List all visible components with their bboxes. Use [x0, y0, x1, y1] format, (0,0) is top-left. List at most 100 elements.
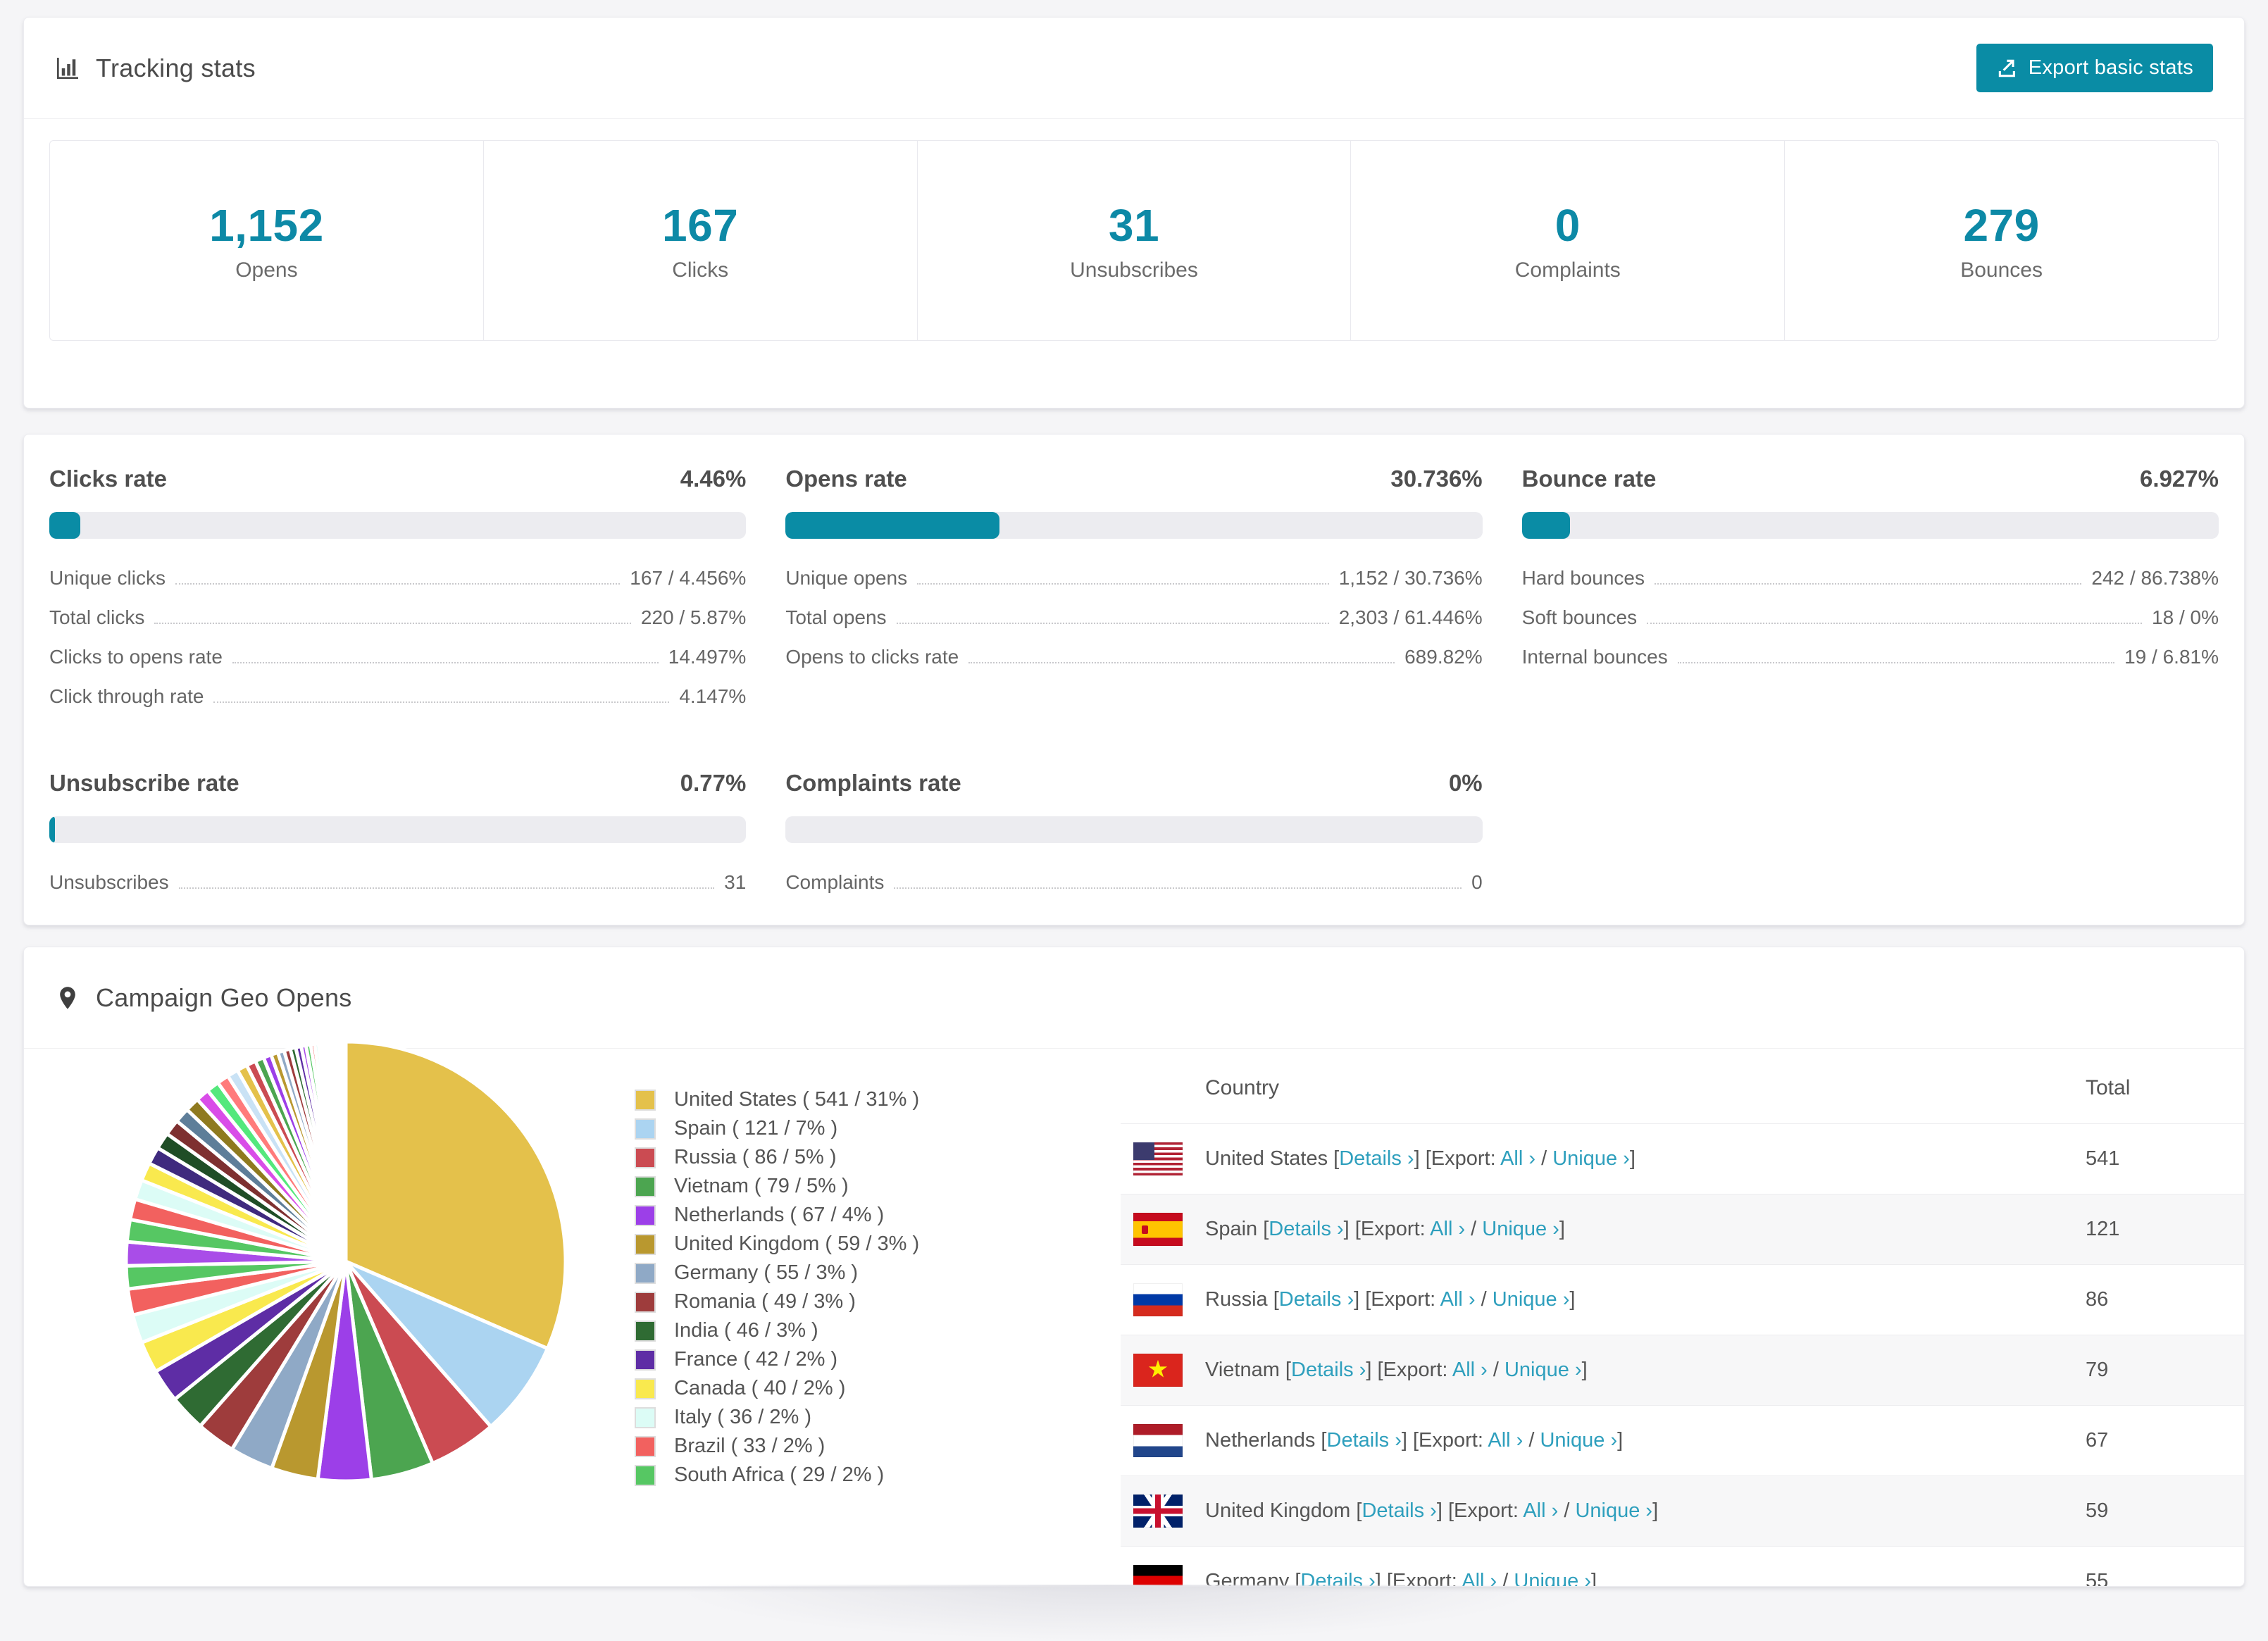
- export-unique-link[interactable]: Unique ›: [1482, 1218, 1559, 1240]
- export-unique-link[interactable]: Unique ›: [1504, 1359, 1582, 1381]
- bounce-rate-block: Bounce rate 6.927% Hard bounces 242 / 86.73…: [1521, 466, 2219, 725]
- legend-item[interactable]: Netherlands ( 67 / 4% ): [635, 1201, 919, 1230]
- country-cell: Russia [Details ›] [Export: All › / Uniq…: [1205, 1288, 2086, 1311]
- export-all-link[interactable]: All ›: [1452, 1359, 1488, 1381]
- details-link[interactable]: Details ›: [1326, 1429, 1402, 1452]
- legend-item[interactable]: United Kingdom ( 59 / 3% ): [635, 1230, 919, 1259]
- export-all-link[interactable]: All ›: [1430, 1218, 1466, 1240]
- dotted-leader: [896, 623, 1329, 624]
- geo-header: Campaign Geo Opens: [24, 947, 2244, 1049]
- country-flag-icon: [1133, 1495, 1183, 1528]
- rate-line-value: 19 / 6.81%: [2124, 646, 2219, 668]
- legend-item[interactable]: Spain ( 121 / 7% ): [635, 1114, 919, 1143]
- rate-line-label: Internal bounces: [1521, 646, 1668, 668]
- summary-stat-box: 0 Complaints: [1351, 141, 1786, 340]
- details-link[interactable]: Details ›: [1269, 1218, 1344, 1240]
- export-basic-stats-button[interactable]: Export basic stats: [1976, 44, 2213, 92]
- bracket-close-text: ]: [1652, 1499, 1659, 1522]
- legend-item[interactable]: India ( 46 / 3% ): [635, 1316, 919, 1345]
- export-all-link[interactable]: All ›: [1462, 1570, 1497, 1587]
- details-link[interactable]: Details ›: [1300, 1570, 1376, 1587]
- rate-value: 0.77%: [680, 770, 747, 796]
- rate-title: Opens rate: [785, 466, 907, 492]
- export-unique-link[interactable]: Unique ›: [1540, 1429, 1618, 1452]
- export-icon: [1998, 59, 2015, 77]
- legend-label: United States ( 541 / 31% ): [674, 1088, 920, 1111]
- export-unique-link[interactable]: Unique ›: [1492, 1288, 1570, 1311]
- dotted-leader: [968, 662, 1395, 663]
- map-pin-icon: [60, 986, 75, 1009]
- table-row: United States [Details ›] [Export: All ›…: [1121, 1123, 2244, 1194]
- rate-line: Total clicks 220 / 5.87%: [49, 606, 746, 646]
- legend-swatch: [635, 1320, 656, 1342]
- legend-item[interactable]: Romania ( 49 / 3% ): [635, 1287, 919, 1316]
- export-all-link[interactable]: All ›: [1440, 1288, 1476, 1311]
- legend-item[interactable]: Vietnam ( 79 / 5% ): [635, 1172, 919, 1201]
- rate-line: Total opens 2,303 / 61.446%: [785, 606, 1482, 646]
- table-row: Spain [Details ›] [Export: All › / Uniqu…: [1121, 1194, 2244, 1264]
- legend-item[interactable]: United States ( 541 / 31% ): [635, 1085, 919, 1114]
- bracket-close-text: ]: [1581, 1359, 1588, 1381]
- rates-card: Clicks rate 4.46% Unique clicks 167 / 4.456…: [23, 434, 2245, 925]
- legend-item[interactable]: South Africa ( 29 / 2% ): [635, 1461, 919, 1490]
- rate-progress-bar: [785, 816, 1483, 843]
- export-all-link[interactable]: All ›: [1500, 1147, 1536, 1170]
- export-all-link[interactable]: All ›: [1488, 1429, 1524, 1452]
- export-text: ] [Export:: [1343, 1218, 1431, 1240]
- total-cell: 541: [2086, 1147, 2120, 1170]
- details-link[interactable]: Details ›: [1278, 1288, 1354, 1311]
- rate-title: Bounce rate: [1521, 466, 1657, 492]
- summary-stat-box: 279 Bounces: [1785, 141, 2218, 340]
- export-all-link[interactable]: All ›: [1523, 1499, 1559, 1522]
- export-unique-link[interactable]: Unique ›: [1575, 1499, 1653, 1522]
- campaign-geo-opens-card: Campaign Geo Opens United States ( 541 /…: [23, 947, 2245, 1587]
- details-link[interactable]: Details ›: [1362, 1499, 1437, 1522]
- pie-slice[interactable]: [344, 1040, 568, 1352]
- export-unique-link[interactable]: Unique ›: [1552, 1147, 1630, 1170]
- export-text: ] [Export:: [1414, 1147, 1501, 1170]
- stat-value: 279: [1963, 199, 2040, 251]
- geo-table: Country Total United States [Details ›] …: [1121, 1053, 2244, 1587]
- legend-item[interactable]: Russia ( 86 / 5% ): [635, 1143, 919, 1172]
- export-unique-link[interactable]: Unique ›: [1514, 1570, 1591, 1587]
- rate-line: Internal bounces 19 / 6.81%: [1522, 646, 2219, 685]
- legend-item[interactable]: Germany ( 55 / 3% ): [635, 1259, 919, 1287]
- table-row: Germany [Details ›] [Export: All › / Uni…: [1121, 1546, 2244, 1587]
- pie-slice[interactable]: [343, 1040, 348, 1262]
- legend-item[interactable]: Brazil ( 33 / 2% ): [635, 1432, 919, 1461]
- rate-line-value: 2,303 / 61.446%: [1338, 606, 1483, 628]
- pie-legend: United States ( 541 / 31% ) Spain ( 121 …: [635, 1085, 919, 1490]
- details-link[interactable]: Details ›: [1291, 1359, 1366, 1381]
- country-name: United States: [1205, 1147, 1328, 1170]
- legend-swatch: [635, 1262, 656, 1284]
- separator-text: /: [1475, 1288, 1493, 1311]
- stat-label: Clicks: [672, 258, 729, 282]
- legend-item[interactable]: Canada ( 40 / 2% ): [635, 1374, 919, 1403]
- bracket-text: [: [1315, 1429, 1327, 1452]
- rate-value: 4.46%: [680, 466, 747, 492]
- geo-pie-chart[interactable]: [120, 1036, 571, 1487]
- details-link[interactable]: Details ›: [1339, 1147, 1414, 1170]
- legend-item[interactable]: France ( 42 / 2% ): [635, 1345, 919, 1374]
- rate-value: 0%: [1448, 770, 1483, 796]
- pie-slice[interactable]: [344, 1259, 550, 1429]
- dotted-leader: [1647, 623, 2143, 624]
- summary-stat-box: 167 Clicks: [484, 141, 918, 340]
- rate-progress-bar: [785, 512, 1483, 539]
- rate-line: Hard bounces 242 / 86.738%: [1522, 567, 2219, 606]
- export-text: ] [Export:: [1366, 1359, 1452, 1381]
- legend-swatch: [635, 1435, 656, 1457]
- opens-rate-block: Opens rate 30.736% Unique opens 1,152 / 30.…: [785, 466, 1483, 725]
- country-flag-icon: [1133, 1213, 1183, 1246]
- stat-label: Bounces: [1960, 258, 2043, 282]
- table-row: Vietnam [Details ›] [Export: All › / Uni…: [1121, 1335, 2244, 1405]
- stat-value: 167: [662, 199, 739, 251]
- total-cell: 121: [2086, 1218, 2120, 1240]
- separator-text: /: [1465, 1218, 1483, 1240]
- country-name: Spain: [1205, 1218, 1258, 1240]
- legend-item[interactable]: Italy ( 36 / 2% ): [635, 1403, 919, 1432]
- legend-swatch: [635, 1118, 656, 1140]
- table-row: Netherlands [Details ›] [Export: All › /…: [1121, 1405, 2244, 1475]
- dotted-leader: [178, 887, 715, 889]
- rate-line: Unique opens 1,152 / 30.736%: [785, 567, 1482, 606]
